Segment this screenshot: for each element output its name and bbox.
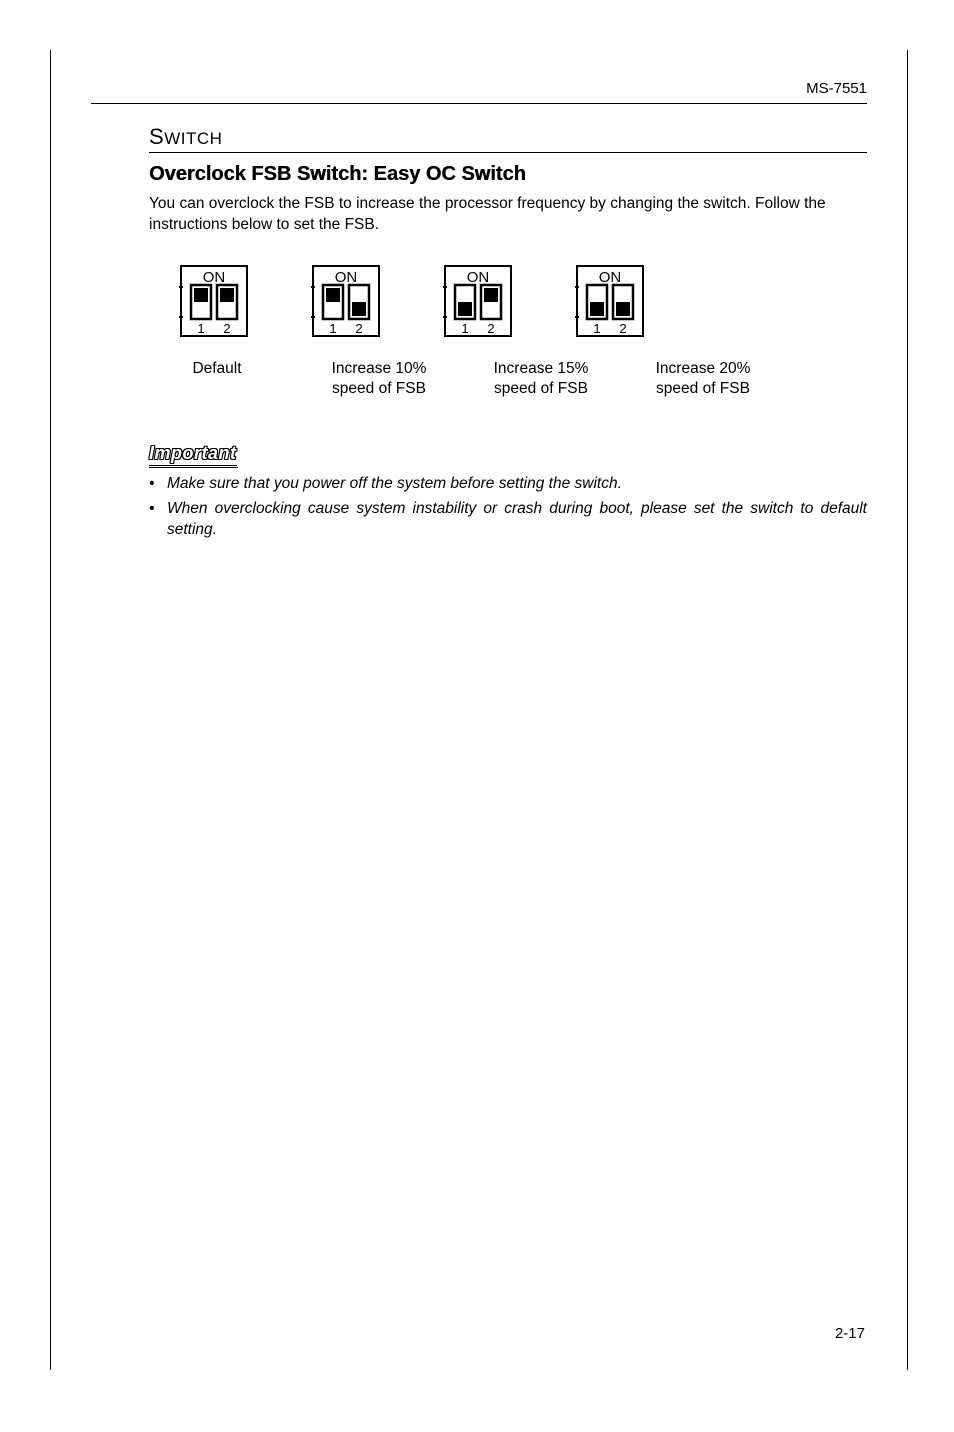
svg-text:ON: ON [335, 269, 358, 286]
section-subhead: Overclock FSB Switch: Easy OC Switch [149, 163, 867, 186]
section-intro: You can overclock the FSB to increase th… [149, 194, 867, 236]
svg-text:2: 2 [223, 321, 230, 336]
svg-text:1: 1 [329, 321, 336, 336]
important-label: Important [149, 443, 237, 466]
important-block: Important Make sure that you power off t… [149, 443, 867, 541]
model-number: MS-7551 [806, 80, 867, 97]
page-content: SWITCH Overclock FSB Switch: Easy OC Swi… [51, 104, 907, 541]
important-item-0: Make sure that you power off the system … [149, 474, 867, 495]
svg-text:1: 1 [461, 321, 468, 336]
svg-text:1: 1 [197, 321, 204, 336]
switch-caption-0: Default [157, 359, 277, 399]
svg-text:1: 1 [593, 321, 600, 336]
page-number: 2-17 [835, 1325, 865, 1342]
switch-diagram-0: ON 1 2 [179, 264, 249, 345]
switch-caption-1: Increase 10%speed of FSB [319, 359, 439, 399]
section-rule [149, 152, 867, 153]
switch-diagram-3: ON 1 2 [575, 264, 645, 345]
page-frame: MS-7551 SWITCH Overclock FSB Switch: Eas… [50, 50, 908, 1370]
switch-caption-2: Increase 15%speed of FSB [481, 359, 601, 399]
svg-text:ON: ON [467, 269, 490, 286]
svg-text:ON: ON [599, 269, 622, 286]
svg-text:2: 2 [487, 321, 494, 336]
section-title: SWITCH [149, 124, 867, 150]
svg-text:2: 2 [355, 321, 362, 336]
svg-text:2: 2 [619, 321, 626, 336]
important-item-1: When overclocking cause system instabili… [149, 499, 867, 541]
switch-caption-row: Default Increase 10%speed of FSB Increas… [157, 359, 867, 399]
svg-text:ON: ON [203, 269, 226, 286]
important-underline [149, 467, 238, 468]
switch-diagram-2: ON 1 2 [443, 264, 513, 345]
page-header: MS-7551 [51, 50, 907, 103]
important-list: Make sure that you power off the system … [149, 474, 867, 541]
switch-caption-3: Increase 20%speed of FSB [643, 359, 763, 399]
switch-diagram-row: ON 1 2 ON 1 2 ON 1 2 ON 1 2 [179, 264, 867, 345]
switch-diagram-1: ON 1 2 [311, 264, 381, 345]
